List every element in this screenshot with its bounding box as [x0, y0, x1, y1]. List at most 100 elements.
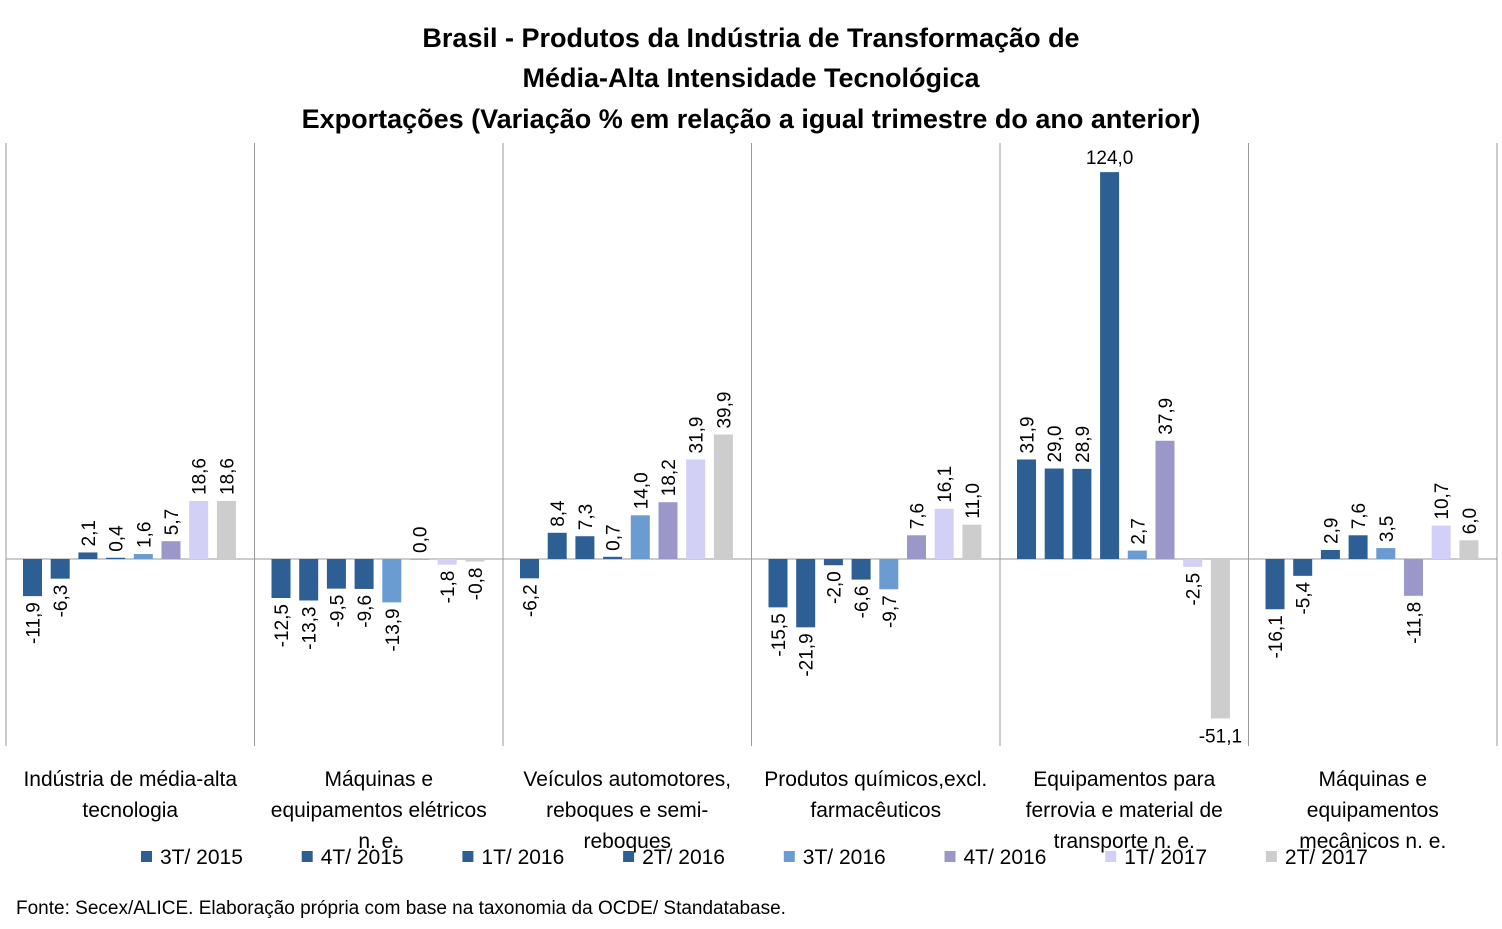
bar [106, 557, 126, 559]
data-label: -6,6 [852, 586, 873, 619]
data-label: 10,7 [1432, 483, 1453, 520]
bar [907, 535, 926, 559]
legend-label: 4T/ 2016 [964, 846, 1047, 869]
data-label: 2,1 [79, 520, 100, 546]
data-label: 0,0 [411, 527, 432, 553]
data-label: 2,7 [1128, 518, 1149, 544]
category-label: transporte n. e. [1054, 830, 1195, 853]
category-label: Indústria de média-alta [23, 768, 237, 791]
bar [1293, 559, 1313, 576]
data-label: -9,5 [327, 595, 348, 628]
source-note: Fonte: Secex/ALICE. Elaboração própria c… [16, 898, 786, 919]
data-label: 6,0 [1460, 508, 1481, 534]
bar [1127, 550, 1147, 559]
legend-label: 3T/ 2015 [160, 846, 243, 869]
data-label: -11,8 [1405, 602, 1426, 644]
data-label: -0,8 [466, 567, 487, 600]
bar [1459, 540, 1479, 559]
data-label: 11,0 [963, 483, 984, 519]
legend-swatch [1105, 851, 1117, 862]
bar [1210, 559, 1230, 719]
data-label: 8,4 [548, 500, 569, 527]
data-label: 39,9 [714, 392, 735, 429]
bars-group [23, 172, 1479, 719]
data-label: 29,0 [1045, 426, 1066, 463]
bar [216, 500, 236, 559]
bar [934, 508, 954, 559]
chart-title: Brasil - Produtos da Indústria de Transf… [302, 23, 1201, 134]
legend-swatch [1265, 851, 1277, 862]
category-label: reboques e semi- [546, 799, 708, 822]
data-label: 5,7 [162, 509, 183, 535]
data-label: -9,7 [880, 595, 901, 628]
bar [796, 559, 816, 628]
bar [1044, 468, 1064, 559]
bar [1017, 459, 1036, 559]
bar [575, 536, 595, 559]
category-label: Máquinas e [324, 768, 433, 791]
data-label: 7,6 [908, 503, 929, 529]
category-label: Veículos automotores, [523, 768, 731, 791]
bar [1100, 172, 1120, 559]
bar [50, 559, 70, 579]
category-label: Produtos químicos,excl. [764, 768, 987, 791]
bar [962, 524, 982, 559]
bar [686, 459, 706, 559]
bar [1376, 548, 1396, 559]
bar [133, 554, 153, 559]
legend-swatch [301, 851, 313, 862]
data-label: 16,1 [935, 466, 956, 503]
chart-title-line: Exportações (Variação % em relação a igu… [302, 104, 1201, 134]
category-label: Máquinas e [1318, 768, 1427, 791]
legend-label: 2T/ 2017 [1285, 846, 1368, 869]
data-label: -51,1 [1199, 726, 1242, 747]
bar [1431, 525, 1451, 559]
legend-swatch [623, 851, 635, 862]
legend-label: 2T/ 2016 [642, 846, 725, 869]
category-label: reboques [583, 830, 671, 853]
bar [1265, 559, 1285, 610]
data-label: 14,0 [631, 472, 652, 509]
data-label: -21,9 [797, 633, 818, 676]
category-label: equipamentos [1307, 799, 1439, 822]
bar [410, 559, 429, 560]
data-label: 7,6 [1349, 503, 1370, 529]
bar [547, 532, 567, 559]
data-label: 18,6 [190, 458, 211, 495]
legend-swatch [141, 851, 152, 862]
data-label: -6,2 [521, 584, 542, 617]
bar [1348, 535, 1368, 559]
bar [189, 500, 209, 559]
bar [520, 559, 539, 579]
data-label: 7,3 [576, 504, 597, 530]
bar [326, 559, 346, 589]
bar [354, 559, 374, 589]
category-label: farmacêuticos [810, 799, 941, 822]
category-label: tecnologia [82, 799, 178, 822]
bar [1072, 468, 1092, 559]
data-label: -11,9 [24, 602, 45, 644]
legend-swatch [462, 851, 474, 862]
bar [23, 559, 42, 597]
bar [271, 559, 291, 598]
bar [382, 559, 402, 603]
legend-label: 1T/ 2017 [1124, 846, 1207, 869]
data-label: 2,9 [1321, 518, 1342, 544]
chart-legend: 3T/ 2015 4T/ 2015 1T/ 2016 2T/ 2016 3T/ 2016… [141, 846, 1368, 869]
bar [1155, 440, 1175, 559]
data-label: -13,9 [383, 608, 404, 651]
legend-swatch [944, 851, 956, 862]
data-label: -2,5 [1184, 573, 1205, 606]
bar [658, 502, 678, 559]
chart-title-line: Brasil - Produtos da Indústria de Transf… [422, 23, 1079, 53]
data-label: -15,5 [769, 613, 790, 656]
bar [437, 559, 457, 565]
category-label: Equipamentos para [1033, 768, 1215, 791]
data-label: 18,2 [659, 459, 680, 496]
data-label: 31,9 [687, 416, 708, 453]
data-label: -13,3 [300, 606, 321, 649]
bar [1320, 549, 1340, 559]
data-label: 28,9 [1073, 426, 1094, 463]
legend-swatch [783, 851, 795, 862]
